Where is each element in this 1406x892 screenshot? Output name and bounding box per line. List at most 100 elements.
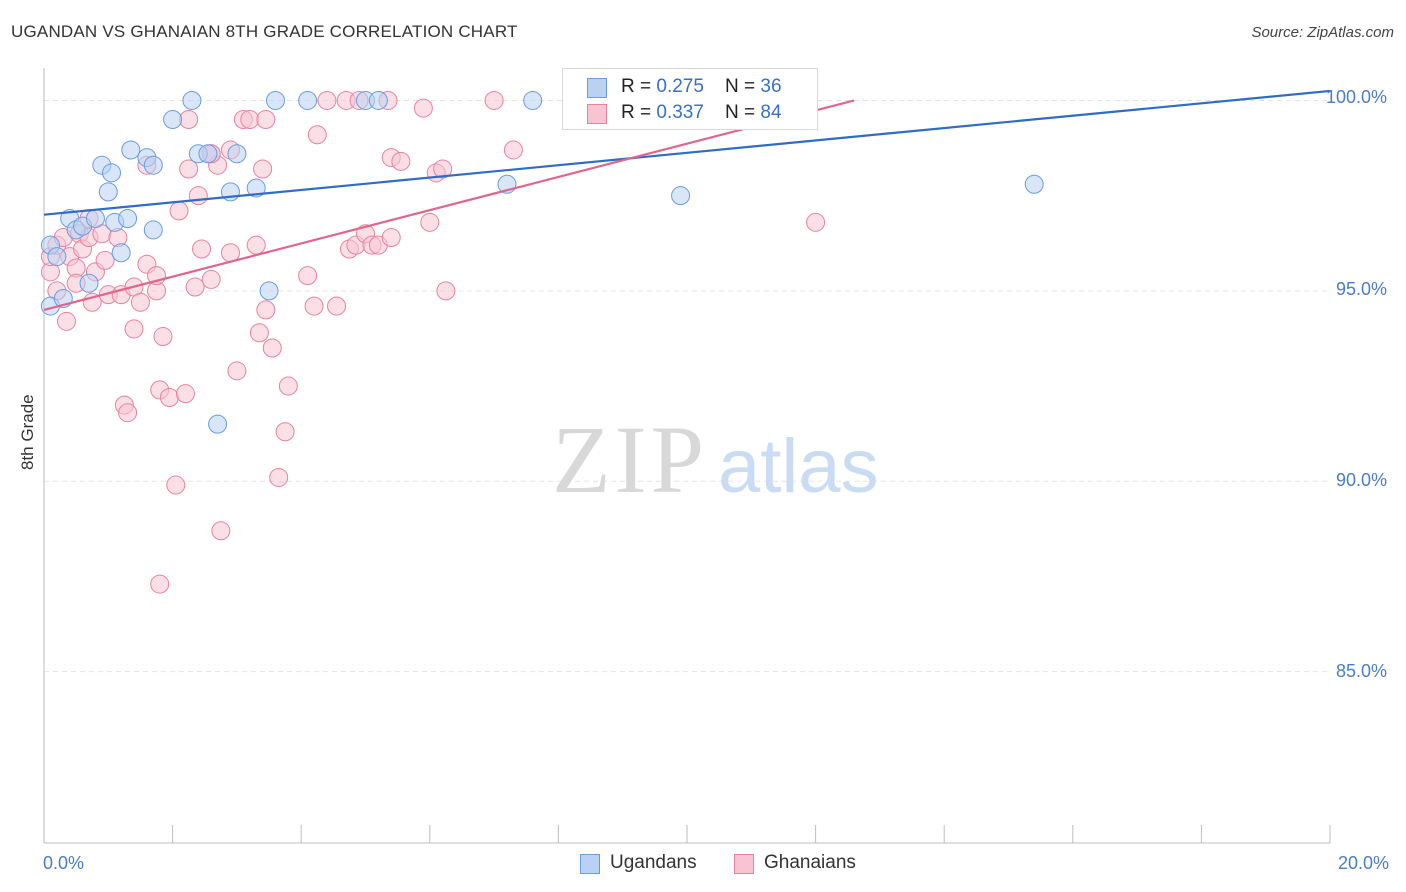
ghanaian-point	[256, 110, 276, 130]
x-tick-label-min: 0.0%	[43, 853, 85, 873]
ugandan-point	[198, 144, 218, 164]
ghanaian-point	[240, 110, 260, 130]
ghanaian-point	[57, 311, 77, 331]
legend-label: Ugandans	[610, 852, 697, 873]
ugandan-point	[265, 90, 285, 110]
ugandan-point	[111, 243, 131, 263]
ghanaian-point	[150, 574, 170, 594]
ugandan-point	[671, 186, 691, 206]
ghanaian-point	[118, 403, 138, 423]
y-axis-label: 8th Grade	[18, 394, 37, 470]
ghanaian-point	[188, 186, 208, 206]
ghanaian-point	[433, 159, 453, 179]
ghanaian-point	[278, 376, 298, 396]
ugandan-point	[298, 90, 318, 110]
ghanaian-point	[211, 521, 231, 541]
ghanaian-point	[95, 250, 115, 270]
legend-text: R = 0.275 N = 36	[621, 76, 782, 98]
ghanaian-point	[304, 296, 324, 316]
ghanaian-point	[307, 125, 327, 145]
ugandan-point	[182, 90, 202, 110]
ghanaian-point	[179, 159, 199, 179]
ghanaian-point	[166, 475, 186, 495]
ghanaian-point	[413, 98, 433, 118]
ugandans-legend-swatch	[580, 854, 600, 874]
ghanaian-point	[381, 228, 401, 248]
r-value: 0.337	[656, 102, 704, 123]
ugandan-point	[208, 414, 228, 434]
ugandan-point	[121, 140, 141, 160]
ugandan-point	[79, 273, 99, 293]
ghanaians-trend-line	[43, 99, 855, 311]
ugandan-point	[227, 144, 247, 164]
y-tick-label: 90.0%	[1336, 470, 1388, 490]
stats-legend: R = 0.275 N = 36 R = 0.337 N = 84	[562, 68, 818, 130]
ghanaian-point	[327, 296, 347, 316]
ghanaian-point	[262, 338, 282, 358]
ugandan-point	[259, 281, 279, 301]
ghanaian-point	[256, 300, 276, 320]
watermark-zip: ZIP	[552, 406, 708, 513]
ugandan-point	[246, 178, 266, 198]
ugandan-point	[368, 90, 388, 110]
legend-text: R = 0.337 N = 84	[621, 102, 782, 124]
legend-label: Ghanaians	[764, 852, 856, 873]
ghanaian-point	[249, 323, 269, 343]
ugandan-point	[118, 209, 138, 229]
y-tick-label: 95.0%	[1336, 279, 1388, 299]
ugandan-point	[102, 163, 122, 183]
ghanaian-point	[246, 235, 266, 255]
ugandan-point	[523, 90, 543, 110]
n-value: 36	[760, 76, 782, 97]
r-value: 0.275	[656, 76, 704, 97]
source-label: Source: ZipAtlas.com	[1251, 24, 1394, 41]
ghanaian-point	[159, 387, 179, 407]
ugandan-point	[47, 247, 67, 267]
ugandan-point	[143, 220, 163, 240]
ghanaian-point	[503, 140, 523, 160]
n-label: N =	[725, 102, 761, 123]
ghanaian-point	[391, 151, 411, 171]
axes	[43, 68, 1331, 844]
ghanaian-point	[420, 212, 440, 232]
ghanaian-point	[484, 90, 504, 110]
ghanaian-point	[124, 319, 144, 339]
ugandans-trend-line	[43, 89, 1331, 216]
ugandan-point	[163, 110, 183, 130]
r-label: R =	[621, 76, 657, 97]
n-label: N =	[725, 76, 761, 97]
ghanaian-point	[253, 159, 273, 179]
ghanaian-point	[192, 239, 212, 259]
ghanaian-point	[298, 266, 318, 286]
ghanaian-point	[153, 327, 173, 347]
n-value: 84	[760, 102, 782, 123]
ghanaian-point	[317, 90, 337, 110]
ghanaian-point	[269, 467, 289, 487]
ugandans-points	[40, 90, 1044, 434]
y-tick-label: 85.0%	[1336, 661, 1388, 681]
ghanaian-point	[806, 212, 826, 232]
ugandan-point	[85, 209, 105, 229]
ghanaians-legend-swatch	[734, 854, 754, 874]
ghanaian-point	[130, 292, 150, 312]
ghanaian-point	[185, 277, 205, 297]
ghanaian-point	[275, 422, 295, 442]
chart-title: UGANDAN VS GHANAIAN 8TH GRADE CORRELATIO…	[11, 22, 518, 41]
ghanaian-point	[169, 201, 189, 221]
ugandan-point	[1024, 174, 1044, 194]
ghanaians-swatch	[587, 104, 607, 124]
x-tick-label-max: 20.0%	[1338, 853, 1390, 873]
ugandans-swatch	[587, 78, 607, 98]
y-tick-label: 100.0%	[1326, 87, 1388, 107]
ugandan-point	[98, 182, 118, 202]
ghanaian-point	[436, 281, 456, 301]
ghanaian-point	[179, 110, 199, 130]
trend-lines	[43, 89, 1331, 311]
ghanaian-point	[227, 361, 247, 381]
ghanaian-point	[175, 384, 195, 404]
ugandan-point	[143, 155, 163, 175]
ghanaian-point	[201, 269, 221, 289]
r-label: R =	[621, 102, 657, 123]
watermark-atlas: atlas	[718, 424, 879, 509]
